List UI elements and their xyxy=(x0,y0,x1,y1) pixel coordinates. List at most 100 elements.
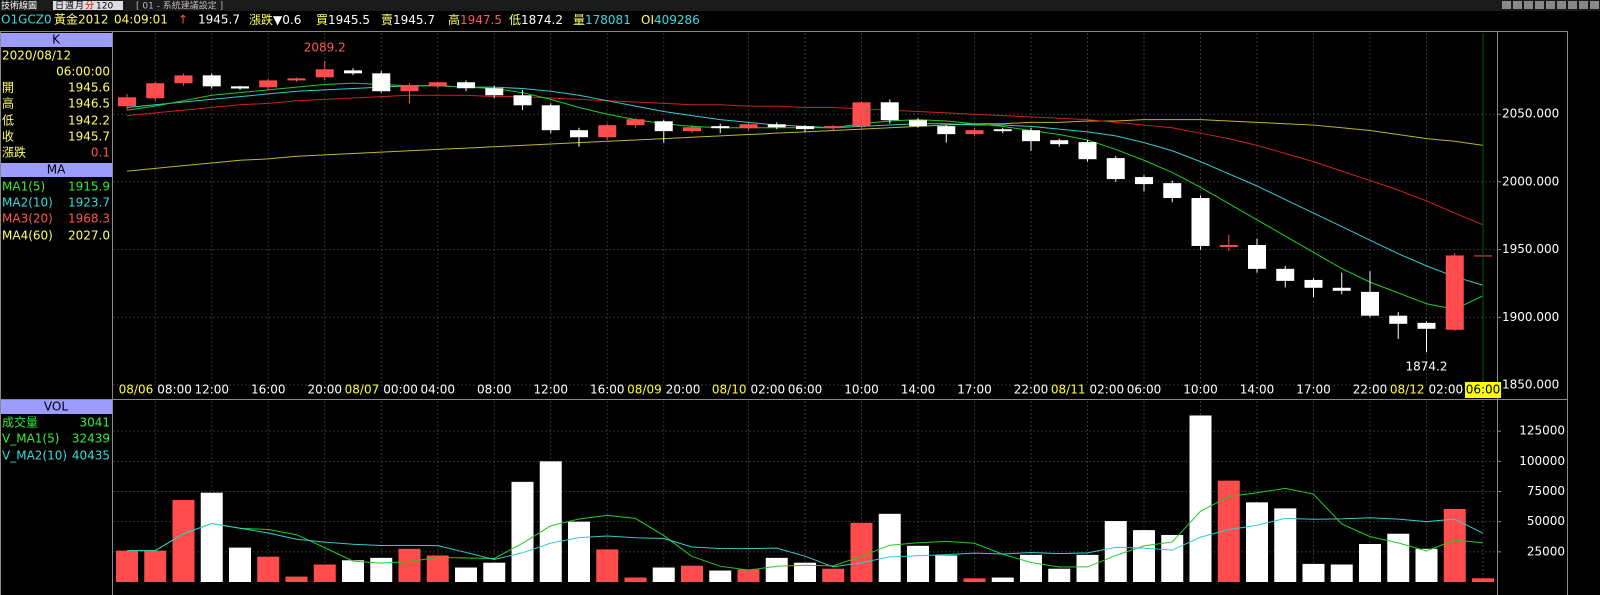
candle-body xyxy=(1191,198,1210,246)
period-min[interactable]: 分 xyxy=(85,1,94,12)
x-highlight xyxy=(1465,382,1501,398)
change: 漲跌▼0.6 xyxy=(249,12,301,27)
volume-bar xyxy=(1161,534,1184,582)
candle-body xyxy=(1276,268,1295,281)
candle-body xyxy=(1022,130,1040,142)
candle-body xyxy=(1332,287,1351,291)
high: 高1947.5 xyxy=(448,12,502,27)
period-box[interactable] xyxy=(53,1,123,10)
candle-body xyxy=(965,130,984,135)
y-tick-label: 50000 xyxy=(1527,514,1565,528)
volume-bar xyxy=(200,492,223,582)
volume-bar xyxy=(822,568,845,582)
volume-bar xyxy=(1330,564,1353,582)
btn[interactable] xyxy=(1590,1,1599,9)
volume-bar xyxy=(681,565,703,582)
volume-bar xyxy=(257,556,280,582)
btn[interactable] xyxy=(1513,1,1522,9)
period-month[interactable]: 月 xyxy=(75,1,84,12)
volume-bar xyxy=(652,567,675,582)
volume-bar xyxy=(116,550,138,582)
symbol: O1GCZ0 xyxy=(1,13,52,27)
label: OI xyxy=(641,13,654,27)
x-tick-label: 17:00 xyxy=(957,383,992,397)
volume-bar xyxy=(313,564,336,582)
x-tick-label: 14:00 xyxy=(901,383,936,397)
period-count[interactable]: 120 xyxy=(96,2,113,12)
arrow: ↑ xyxy=(178,13,188,27)
x-tick-label: 02:00 xyxy=(1090,383,1125,397)
label: MA2(10) xyxy=(2,196,53,210)
x-tick-label: 17:00 xyxy=(1296,383,1331,397)
volume-bar xyxy=(1443,508,1466,582)
candle-body xyxy=(1219,245,1238,247)
window-title: 技術線圖 xyxy=(1,0,37,12)
value: 32439 xyxy=(72,432,110,446)
x-tick-label: 08:00 xyxy=(157,383,192,397)
k-header xyxy=(1,33,112,47)
y-tick-label: 75000 xyxy=(1527,484,1565,498)
x-date-label: 08/10 xyxy=(712,383,747,397)
btn[interactable] xyxy=(1524,1,1533,9)
date: 2020/08/12 xyxy=(2,49,71,63)
label: 買 xyxy=(316,13,328,27)
volume-bar xyxy=(1387,533,1410,582)
btn[interactable] xyxy=(1535,1,1544,9)
bid: 買1945.5 xyxy=(316,13,370,27)
quote-bar: O1GCZ0 黃金2012 04:09:01 ↑ 1945.7 漲跌▼0.6 買… xyxy=(1,12,700,27)
volume-bar xyxy=(511,481,534,582)
volume-bar xyxy=(709,570,732,582)
min-label: 1874.2 xyxy=(1406,360,1448,374)
x-tick-label: 16:00 xyxy=(590,383,625,397)
x-tick-label: 00:00 xyxy=(383,383,418,397)
x-tick-label: 12:00 xyxy=(533,383,568,397)
label: 漲跌 xyxy=(249,12,273,27)
label: 賣 xyxy=(381,12,393,27)
window-buttons xyxy=(1502,1,1599,9)
setting[interactable]: [ 01 - 系統建議設定 ] xyxy=(136,0,223,12)
volume-bar xyxy=(1274,508,1297,582)
candle-body xyxy=(118,97,136,107)
candle-body xyxy=(1445,255,1464,330)
volume-bar xyxy=(172,499,195,582)
volume-bar xyxy=(1104,521,1127,582)
value: ▼0.6 xyxy=(273,13,301,27)
candle-body xyxy=(174,75,193,84)
period-week[interactable]: 週 xyxy=(65,1,74,12)
ma-line xyxy=(126,94,1484,226)
volume-bar xyxy=(539,461,562,582)
label: 開 xyxy=(2,81,14,95)
label: V_MA2(10) xyxy=(2,449,67,463)
time: 06:00:00 xyxy=(56,65,110,79)
x-tick-label: 08:00 xyxy=(477,383,512,397)
name: 黃金2012 xyxy=(54,12,109,27)
x-tick-label: 02:00 xyxy=(1429,383,1464,397)
btn[interactable] xyxy=(1568,1,1577,9)
candle-body xyxy=(485,88,504,96)
volume-bar xyxy=(1076,554,1099,582)
label: MA1(5) xyxy=(2,180,45,194)
label: 量 xyxy=(573,13,585,27)
label: 高 xyxy=(448,12,460,27)
btn[interactable] xyxy=(1546,1,1555,9)
k-title: K xyxy=(52,33,61,47)
value: 1923.7 xyxy=(68,196,110,210)
value: 409286 xyxy=(654,13,700,27)
btn[interactable] xyxy=(1557,1,1566,9)
x-tick-label: 20:00 xyxy=(666,383,701,397)
x-tick-label: 12:00 xyxy=(194,383,229,397)
candle-body xyxy=(598,125,617,138)
btn[interactable] xyxy=(1579,1,1588,9)
period-day[interactable]: 日 xyxy=(55,1,64,12)
candle-body xyxy=(909,120,927,127)
candle-body xyxy=(231,86,249,89)
x-date-label: 08/07 xyxy=(345,383,380,397)
volume-bar xyxy=(907,545,929,582)
x-tick-label: 16:00 xyxy=(251,383,286,397)
plot: 1850.000 1900.000 1950.000 2000.000 2050.000… xyxy=(113,33,1565,582)
volume: 量178081 xyxy=(573,13,631,27)
low: 低1874.2 xyxy=(509,13,563,27)
btn[interactable] xyxy=(1502,1,1511,9)
candle-body xyxy=(287,78,306,81)
value: 3041 xyxy=(79,416,110,430)
